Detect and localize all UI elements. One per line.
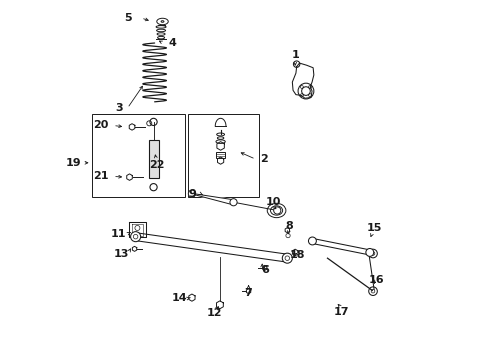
Text: 12: 12 bbox=[207, 308, 222, 318]
Text: 2: 2 bbox=[260, 154, 268, 164]
Text: 14: 14 bbox=[172, 293, 188, 303]
Text: 8: 8 bbox=[285, 221, 293, 231]
Text: 15: 15 bbox=[367, 224, 383, 233]
Bar bbox=[148, 140, 159, 178]
Circle shape bbox=[368, 249, 377, 258]
Text: 3: 3 bbox=[115, 103, 122, 113]
Circle shape bbox=[282, 253, 293, 263]
Polygon shape bbox=[191, 194, 236, 204]
Circle shape bbox=[366, 248, 374, 256]
Text: 6: 6 bbox=[261, 265, 269, 275]
Text: 17: 17 bbox=[334, 307, 349, 317]
Text: 18: 18 bbox=[289, 249, 305, 260]
Circle shape bbox=[368, 287, 377, 296]
Text: 10: 10 bbox=[265, 197, 281, 207]
Circle shape bbox=[188, 190, 196, 197]
Text: 13: 13 bbox=[114, 248, 129, 258]
Text: 20: 20 bbox=[93, 121, 108, 130]
Text: 11: 11 bbox=[111, 229, 126, 239]
Circle shape bbox=[131, 231, 141, 242]
Text: 5: 5 bbox=[124, 13, 132, 23]
Circle shape bbox=[230, 199, 237, 206]
Circle shape bbox=[274, 207, 281, 214]
Text: 1: 1 bbox=[292, 50, 299, 60]
Text: 22: 22 bbox=[149, 160, 165, 170]
Text: 4: 4 bbox=[169, 38, 176, 48]
Text: 21: 21 bbox=[93, 171, 109, 181]
Bar bbox=[216, 152, 225, 158]
Text: 19: 19 bbox=[66, 158, 81, 168]
Bar bbox=[188, 114, 259, 197]
Text: 7: 7 bbox=[245, 288, 252, 298]
Text: 9: 9 bbox=[188, 189, 196, 199]
Text: 16: 16 bbox=[369, 275, 385, 285]
Bar bbox=[92, 114, 186, 197]
Circle shape bbox=[309, 237, 317, 245]
